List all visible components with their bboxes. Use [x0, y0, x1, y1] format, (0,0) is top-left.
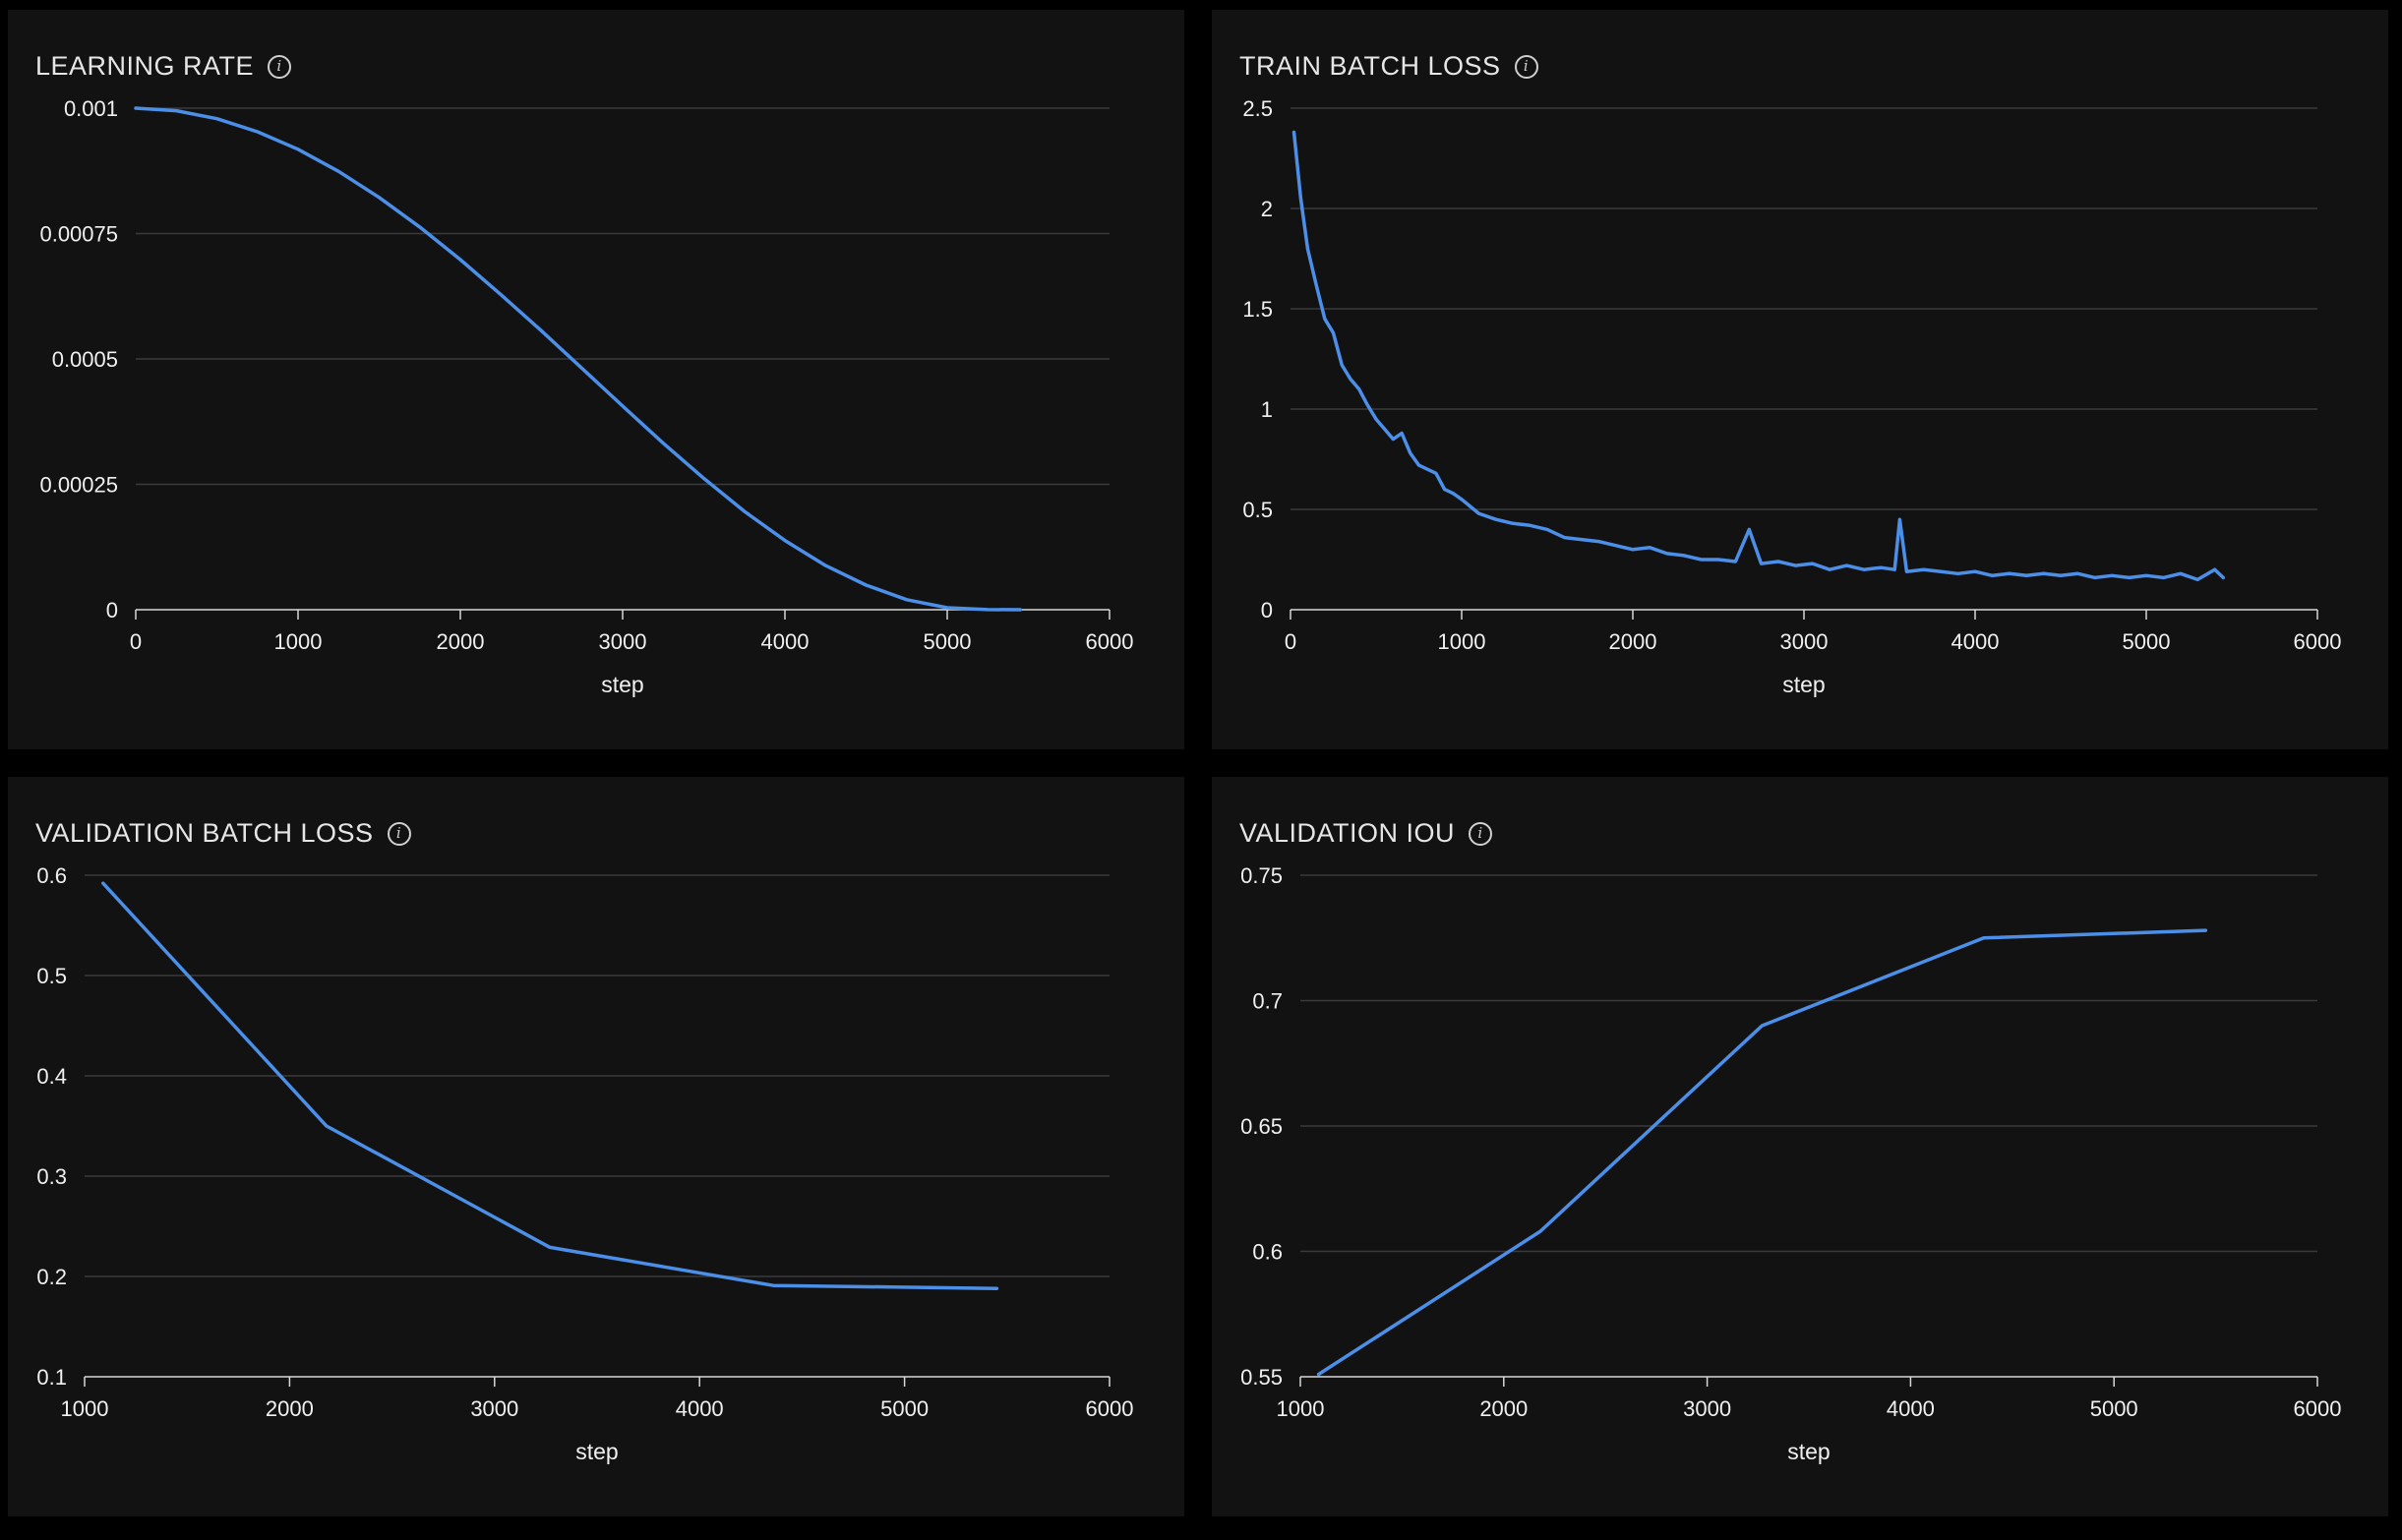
x-tick-label: 3000 [470, 1396, 518, 1421]
x-tick-label: 6000 [1086, 1396, 1134, 1421]
y-tick-label: 0.00025 [39, 473, 118, 498]
y-tick-label: 0.0005 [52, 347, 118, 372]
x-tick-label: 6000 [1086, 629, 1134, 654]
y-tick-label: 0 [106, 598, 118, 622]
x-tick-label: 0 [1285, 629, 1296, 654]
x-tick-label: 2000 [266, 1396, 314, 1421]
x-tick-label: 4000 [676, 1396, 724, 1421]
series-line[interactable] [1291, 130, 2226, 582]
x-tick-label: 5000 [880, 1396, 929, 1421]
y-tick-label: 2 [1261, 197, 1273, 221]
y-tick-label: 0.2 [36, 1265, 67, 1289]
x-tick-label: 1000 [274, 629, 323, 654]
x-tick-label: 0 [130, 629, 142, 654]
y-tick-label: 0 [1261, 598, 1273, 622]
y-tick-label: 1 [1261, 397, 1273, 422]
y-tick-label: 0.75 [1240, 863, 1283, 888]
x-tick-label: 4000 [1952, 629, 2000, 654]
y-tick-label: 0.00075 [39, 222, 118, 247]
series-line[interactable] [101, 881, 999, 1290]
info-icon[interactable]: i [387, 821, 411, 846]
x-tick-label: 1000 [61, 1396, 109, 1421]
panel-title: VALIDATION BATCH LOSS [35, 818, 374, 848]
x-tick-label: 6000 [2294, 629, 2342, 654]
panel-title: LEARNING RATE [35, 51, 255, 81]
panel-title: TRAIN BATCH LOSS [1239, 51, 1501, 81]
x-tick-label: 1000 [1438, 629, 1486, 654]
y-tick-label: 0.6 [36, 863, 67, 888]
x-tick-label: 5000 [924, 629, 972, 654]
y-tick-label: 0.7 [1252, 989, 1283, 1014]
x-tick-label: 6000 [2294, 1396, 2342, 1421]
x-axis-label: step [1787, 1439, 1830, 1464]
validation-iou-panel: VALIDATION IOU i 0.55 0.6 0.65 0.7 0.75 1000 2… [1212, 777, 2388, 1516]
x-tick-label: 3000 [1780, 629, 1829, 654]
y-tick-label: 0.65 [1240, 1114, 1283, 1139]
info-icon[interactable]: i [1469, 821, 1493, 846]
y-tick-label: 0.5 [36, 964, 67, 988]
info-icon[interactable]: i [268, 54, 292, 79]
x-axis-label: step [601, 672, 643, 697]
y-tick-label: 0.6 [1252, 1240, 1283, 1265]
series-line[interactable] [134, 106, 1023, 612]
y-tick-label: 0.3 [36, 1164, 67, 1189]
x-axis-label: step [1782, 672, 1825, 697]
validation-iou-chart: 0.55 0.6 0.65 0.7 0.75 1000 2000 3000 4000 5000 60… [1240, 863, 2342, 1464]
x-tick-label: 4000 [761, 629, 810, 654]
train-batch-loss-panel: TRAIN BATCH LOSS i 0 0.5 1 1.5 2 2.5 0 1000 2000… [1212, 10, 2388, 749]
x-tick-label: 5000 [2123, 629, 2171, 654]
y-tick-label: 0.4 [36, 1064, 67, 1089]
y-tick-label: 0.001 [64, 96, 118, 121]
y-tick-label: 0.5 [1242, 498, 1273, 522]
x-tick-label: 3000 [1683, 1396, 1731, 1421]
x-tick-label: 2000 [437, 629, 485, 654]
learning-rate-panel: LEARNING RATE i 0 0.00025 0.0005 0.00075 0.0… [8, 10, 1184, 749]
series-line[interactable] [1316, 928, 2208, 1377]
validation-batch-loss-panel: VALIDATION BATCH LOSS i 0.1 0.2 0.3 0.4 0.5 0… [8, 777, 1184, 1516]
x-tick-label: 1000 [1277, 1396, 1325, 1421]
y-tick-label: 1.5 [1242, 297, 1273, 322]
y-tick-label: 0.55 [1240, 1365, 1283, 1390]
validation-batch-loss-chart: 0.1 0.2 0.3 0.4 0.5 0.6 1000 2000 3000 4000 5000 60… [36, 863, 1134, 1464]
learning-rate-chart: 0 0.00025 0.0005 0.00075 0.001 0 1000 2000 3000 4… [39, 96, 1134, 697]
x-tick-label: 2000 [1609, 629, 1657, 654]
x-tick-label: 4000 [1887, 1396, 1935, 1421]
y-tick-label: 2.5 [1242, 96, 1273, 121]
x-tick-label: 5000 [2090, 1396, 2138, 1421]
x-tick-label: 2000 [1479, 1396, 1528, 1421]
x-axis-label: step [575, 1439, 618, 1464]
train-batch-loss-chart: 0 0.5 1 1.5 2 2.5 0 1000 2000 3000 4000 5000 6000 ste… [1242, 96, 2342, 697]
y-tick-label: 0.1 [36, 1365, 67, 1390]
panel-title: VALIDATION IOU [1239, 818, 1456, 848]
info-icon[interactable]: i [1514, 54, 1538, 79]
x-tick-label: 3000 [599, 629, 647, 654]
